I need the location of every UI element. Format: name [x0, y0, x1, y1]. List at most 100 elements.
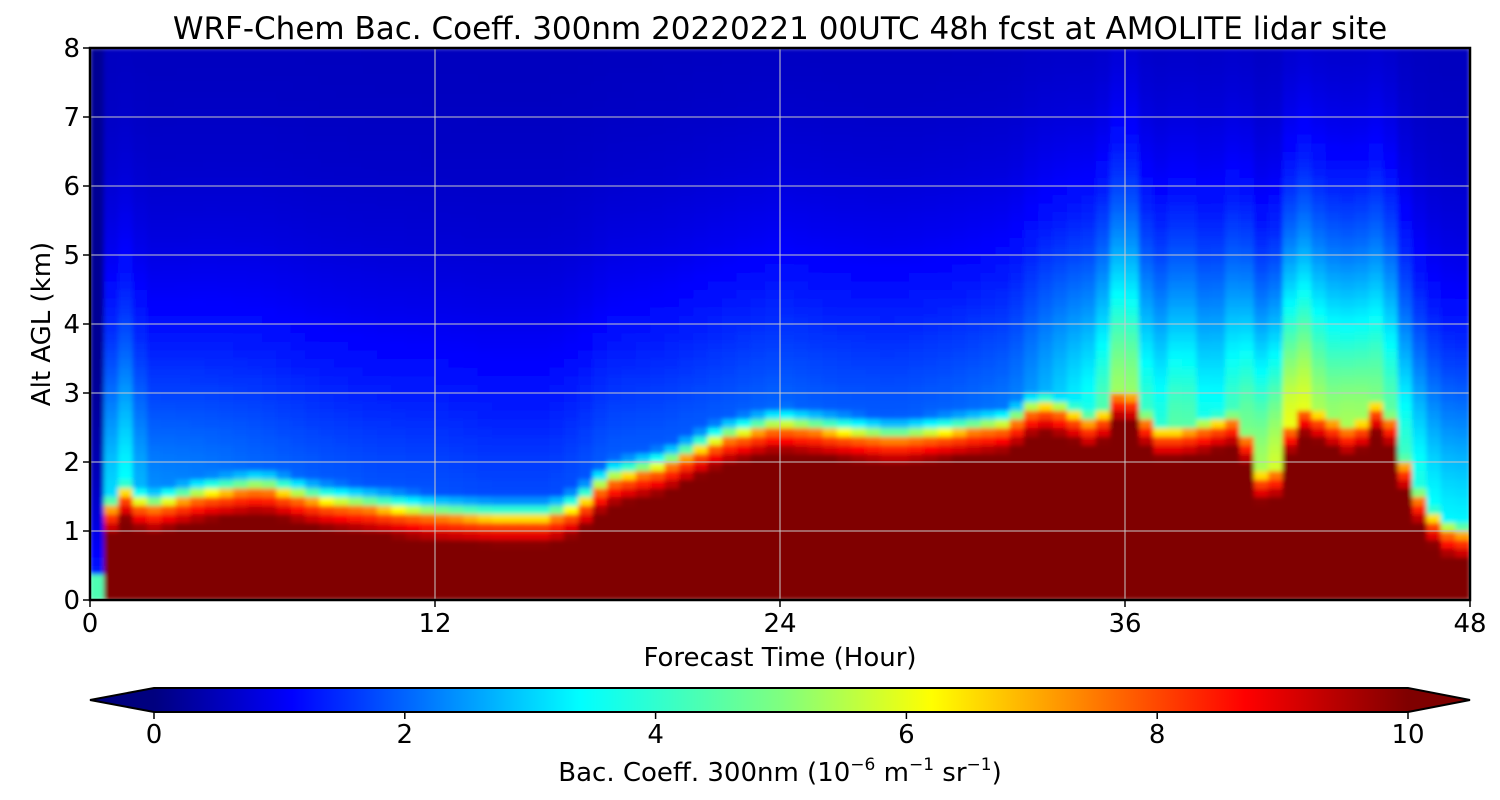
heatmap-cell [736, 125, 752, 135]
heatmap-cell [736, 366, 752, 377]
heatmap-cell [937, 478, 953, 489]
heatmap-cell [722, 366, 738, 377]
heatmap-cell [90, 452, 105, 463]
heatmap-cell [750, 461, 767, 472]
heatmap-cell [592, 263, 608, 273]
heatmap-cell [908, 461, 925, 472]
heatmap-cell [362, 263, 378, 273]
heatmap-cell [563, 314, 580, 325]
heatmap-cell [1023, 332, 1040, 342]
heatmap-cell [463, 573, 479, 584]
heatmap-cell [1153, 521, 1169, 532]
heatmap-cell [1081, 306, 1097, 316]
heatmap-cell [851, 513, 867, 523]
heatmap-cell [923, 289, 939, 299]
heatmap-cell [765, 392, 781, 403]
heatmap-cell [132, 392, 148, 403]
heatmap-cell [348, 271, 364, 282]
heatmap-cell [1167, 306, 1183, 316]
heatmap-cell [865, 159, 882, 170]
heatmap-cell [463, 220, 479, 230]
heatmap-cell [793, 306, 810, 316]
heatmap-cell [822, 590, 838, 600]
heatmap-cell [1081, 64, 1097, 75]
heatmap-cell [1052, 48, 1068, 58]
heatmap-cell [880, 263, 896, 273]
heatmap-cell [1009, 358, 1025, 368]
heatmap-cell [1138, 470, 1155, 480]
heatmap-cell [779, 418, 795, 428]
heatmap-cell [837, 401, 853, 411]
heatmap-cell [635, 306, 652, 316]
heatmap-cell [1081, 409, 1097, 420]
heatmap-cell [218, 340, 235, 351]
heatmap-cell [420, 401, 436, 411]
heatmap-cell [434, 90, 450, 101]
heatmap-cell [1081, 366, 1097, 377]
heatmap-cell [722, 478, 738, 489]
heatmap-cell [952, 340, 968, 351]
heatmap-cell [262, 332, 278, 342]
heatmap-cell [103, 142, 120, 152]
heatmap-cell [492, 280, 508, 290]
heatmap-cell [664, 202, 680, 213]
heatmap-cell [1052, 323, 1068, 334]
heatmap-cell [420, 228, 436, 239]
heatmap-cell [549, 254, 565, 265]
heatmap-cell [837, 245, 853, 256]
heatmap-cell [635, 444, 652, 454]
heatmap-cell [693, 211, 709, 221]
heatmap-cell [492, 332, 508, 342]
heatmap-cell [952, 185, 968, 196]
heatmap-cell [290, 90, 307, 101]
heatmap-cell [937, 176, 953, 187]
heatmap-cell [147, 82, 163, 92]
heatmap-cell [333, 306, 350, 316]
heatmap-cell [1124, 125, 1140, 135]
heatmap-cell [147, 48, 163, 58]
heatmap-cell [837, 375, 853, 385]
heatmap-cell [980, 151, 997, 161]
heatmap-cell [894, 82, 910, 92]
heatmap-cell [1124, 297, 1140, 308]
heatmap-cell [290, 556, 307, 566]
heatmap-cell [865, 297, 882, 308]
heatmap-cell [1124, 513, 1140, 523]
heatmap-cell [290, 496, 307, 506]
heatmap-cell [707, 496, 723, 506]
heatmap-cell [247, 185, 263, 196]
heatmap-cell [305, 297, 321, 308]
heatmap-cell [377, 56, 393, 66]
heatmap-cell [1081, 220, 1097, 230]
heatmap-cell [535, 556, 551, 566]
heatmap-cell [563, 176, 580, 187]
heatmap-cell [463, 461, 479, 472]
heatmap-cell [90, 392, 105, 403]
heatmap-cell [362, 539, 378, 549]
heatmap-cell [391, 202, 407, 213]
heatmap-cell [204, 133, 220, 144]
heatmap-cell [765, 211, 781, 221]
heatmap-cell [880, 116, 896, 127]
heatmap-cell [247, 280, 263, 290]
heatmap-cell [190, 211, 206, 221]
heatmap-cell [664, 573, 680, 584]
heatmap-cell [1023, 280, 1040, 290]
heatmap-cell [118, 452, 134, 463]
heatmap-cell [635, 582, 652, 592]
heatmap-cell [1067, 427, 1083, 437]
heatmap-cell [362, 452, 378, 463]
heatmap-cell [362, 427, 378, 437]
heatmap-cell [722, 392, 738, 403]
heatmap-cell [995, 452, 1011, 463]
heatmap-cell [980, 366, 997, 377]
heatmap-cell [822, 159, 838, 170]
heatmap-cell [621, 366, 637, 377]
heatmap-cell [722, 271, 738, 282]
heatmap-cell [132, 590, 148, 600]
heatmap-cell [233, 289, 249, 299]
heatmap-cell [420, 323, 436, 334]
heatmap-cell [693, 573, 709, 584]
heatmap-cell [592, 254, 608, 265]
heatmap-cell [880, 366, 896, 377]
